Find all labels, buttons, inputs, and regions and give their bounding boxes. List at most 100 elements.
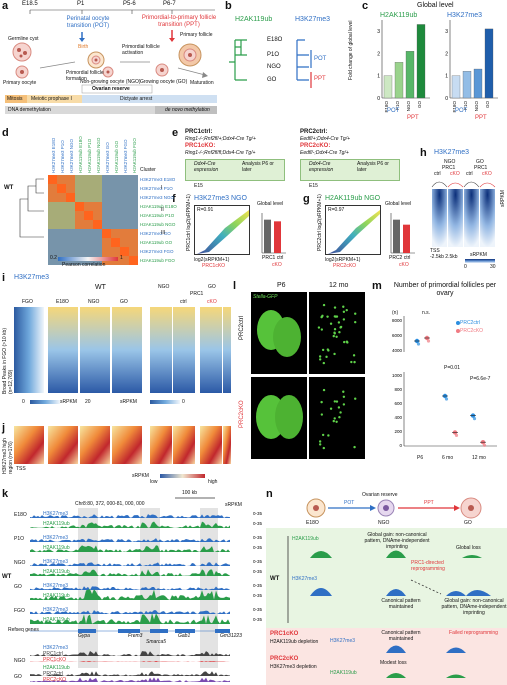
d-cell [102,220,111,229]
panel-b: H2AK119ub H3K27me3 E18O P1O NGO GO POT P… [225,0,360,125]
m-ytick: 1000 [392,373,403,378]
d-cell [120,247,129,256]
l-follicle-dot [353,360,356,364]
c-bar [405,51,415,99]
d-cell [120,256,129,265]
d-wt: WT [4,185,14,191]
c-xtick: GO [485,101,490,109]
l-follicle-dot [342,390,345,393]
d-cell [120,175,129,184]
k-wt: WT [2,574,12,580]
h-scale-min: 0 [464,264,467,270]
c-ytick: 3 [377,29,380,35]
g-xlabel2: PRC2cKO [333,263,357,269]
f-cko: cKO [272,262,282,268]
d-cell [84,220,93,229]
d-cell [84,184,93,193]
b-h2ak-title: H2AK119ub [235,16,273,23]
l-follicle-dot [335,400,339,403]
c-xtick: P1O [463,101,468,111]
k-bottom-label: PRC1cKO [43,657,66,663]
c-left-title: H2AK119ub [380,12,418,19]
h-srpkm: sRPKM [470,252,487,258]
l-follicle-dot [332,334,335,338]
n-stage-ngo: NGO [378,520,390,526]
l-follicle-dot [320,328,324,331]
d-cell [111,202,120,211]
d-row-label: H3K27me3 E18O [140,177,176,182]
panel-letter-d: d [2,127,9,139]
d-cell [66,184,75,193]
d-cell [129,247,138,256]
m-ytick: 400 [394,415,402,420]
k-track-label: H2AK119ub [43,617,70,623]
m-ytick: 8000 [392,318,403,323]
l-follicle-dot [333,306,337,309]
l-follicle-dot [322,361,326,365]
d-scale-label: Pearson correlation [62,262,106,268]
k-range: 0-35 [253,569,263,574]
k-bottom-ngo: NGO [14,658,26,664]
d-cell [93,184,102,193]
d-cell [57,229,66,238]
d-cell [111,211,120,220]
d-cell [129,202,138,211]
i-title: H3K27me3 [14,274,50,281]
panel-i: H3K27me3 WT FGO E18O NGO GO NGO GO PRC1 … [0,272,232,422]
ngo-label: Non-growing oocyte (NGO) [80,79,141,85]
n-stage-go: GO [464,520,472,526]
bar-demethylation: DNA demethylation [8,107,51,113]
l-follicle-dot [335,335,338,338]
l-follicle-dot [350,360,353,364]
h-prc1-a: PRC1 [442,165,456,171]
c-ytick: 0 [445,96,448,102]
m-point [472,417,477,421]
m-point [482,443,487,447]
k-track [30,514,230,518]
k-bottom-label: PRC1ctrl [43,651,63,657]
d-cluster-2: II [161,207,164,213]
bar-denovo: de novo methylation [165,107,210,113]
k-gene [78,629,96,633]
k-track [30,589,230,600]
k-gene-gab1: Gab1 [178,633,191,639]
d-cell [93,193,102,202]
d-row-label: H2AK119ub NGO [140,222,176,227]
d-cell [93,238,102,247]
k-gene-smarca5: Smarca5 [146,639,167,645]
k-bottom-track [30,651,230,656]
l-follicle-dot [327,434,330,437]
l-follicle-dot [318,355,322,358]
j-srpkm: sRPKM [132,473,149,479]
d-cell [102,247,111,256]
panel-letter-j: j [2,422,6,434]
c-xtick: P1O [395,101,400,111]
d-scale-bar [58,257,118,261]
k-group-p1o: P1O [14,536,25,542]
d-row-label: H2AK119ub P1O [140,213,175,218]
panel-letter-c: c [362,0,369,12]
e-cre-2: Ddx4-Cre expression [309,161,334,173]
d-col-label: H2AK119ub NGO [96,137,101,173]
k-group-fgo: FGO [14,608,25,614]
global-bar [264,219,271,253]
f-ctrl: PRC1 ctrl [262,255,284,261]
d-cell [129,211,138,220]
panel-letter-i: i [2,272,6,284]
k-track [30,538,230,542]
d-cluster-3: III [161,230,166,236]
m-x-12mo: 12 mo [472,455,486,461]
j-low: low [150,479,158,485]
n-stage-e18o: E18O [306,520,319,526]
d-cell [84,211,93,220]
d-cell [111,220,120,229]
n-canon: Canonical pattern maintained [381,598,421,610]
k-range: 0-35 [253,521,263,526]
k-range: 0-35 [253,607,263,612]
c-xtick: NGO [406,101,411,112]
m-legend-dot [456,329,460,333]
c-pot-2: POT [455,108,468,114]
c-bar [462,71,472,99]
k-gene-gm31223: Gm31223 [220,633,242,639]
d-cell [66,202,75,211]
